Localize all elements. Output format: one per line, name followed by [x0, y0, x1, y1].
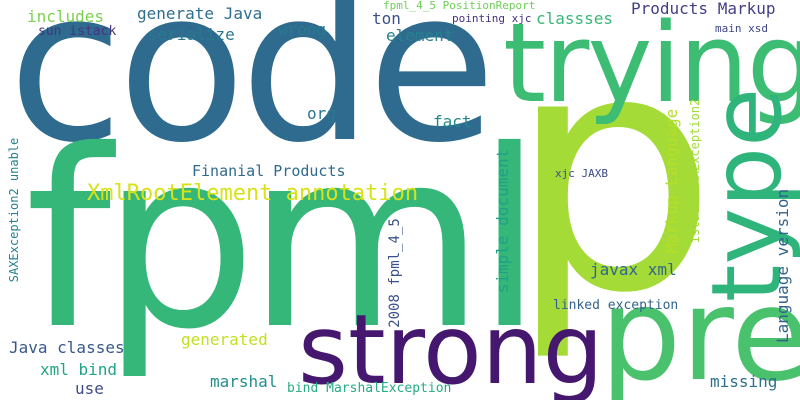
word-language-version: Language version [773, 188, 792, 343]
word-markup-language: Markup Language [662, 108, 681, 254]
word-org: org [307, 104, 336, 123]
word-fpml-2008: 2008 fpml_4_5 [387, 218, 403, 328]
word-pre: pre [600, 261, 800, 400]
word-xjc-jaxb: xjc JAXB [555, 167, 608, 180]
word-ton: ton [372, 9, 401, 28]
word-sun-istack: sun istack [38, 24, 117, 39]
word-simple-document: simple document [493, 148, 512, 294]
word-p: p [508, 0, 718, 365]
word-includes: includes [27, 7, 105, 26]
word-pointing-xjc: pointing xjc [452, 12, 532, 25]
word-xmlroot: XmlRootElement annotation [87, 181, 419, 206]
word-generated: generated [181, 330, 268, 349]
word-code: code [8, 0, 496, 189]
word-finanial: Finanial Products [192, 162, 346, 180]
word-fpml-position: fpml_4_5 PositionReport [383, 0, 536, 12]
word-xml-bind: xml bind [40, 360, 118, 379]
word-serialize: serialize [148, 25, 235, 44]
word-javax-xml: javax xml [590, 260, 677, 279]
word-fact: fact [433, 112, 472, 131]
word-marshal: marshal [210, 372, 278, 391]
word-trying: trying [503, 0, 800, 127]
word-wrong: wrong [278, 20, 327, 39]
word-java-classes: Java classes [9, 338, 125, 357]
word-generate-java: generate Java [137, 4, 263, 23]
word-missing: missing [710, 372, 778, 391]
word-element: element [386, 26, 454, 45]
word-main-xsd: main xsd [715, 22, 768, 35]
word-sax-unable: SAXException2 unable [7, 137, 21, 283]
word-use: use [75, 379, 104, 398]
word-products-markup: Products Markup [631, 0, 776, 18]
word-istack-sax: istack SAXException2 [688, 98, 702, 244]
word-bind-marshal: bind MarshalException [287, 381, 452, 396]
word-strong: strong [298, 294, 604, 400]
word-classses: classses [536, 9, 614, 28]
word-linked-exception: linked exception [553, 298, 679, 313]
word-fpml: fpml [25, 98, 543, 383]
